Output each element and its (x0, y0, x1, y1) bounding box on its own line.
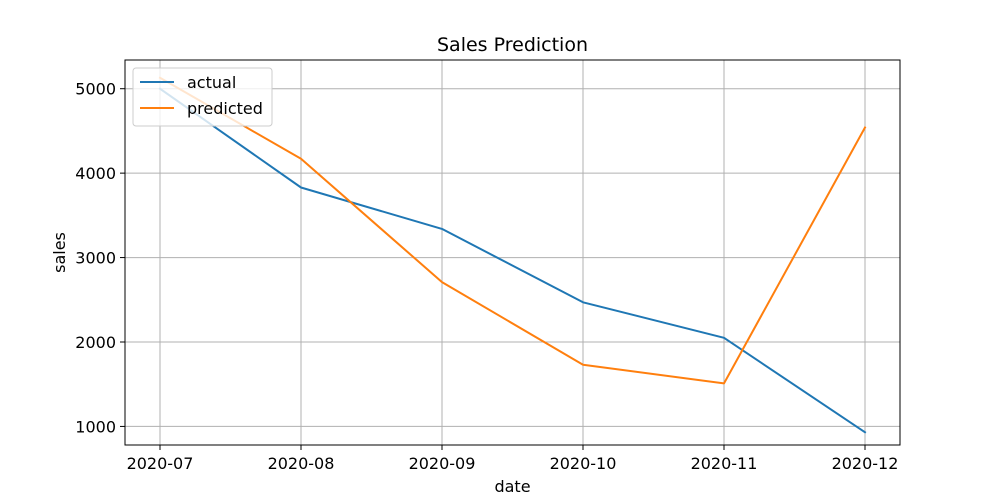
y-tick-label: 2000 (75, 333, 116, 352)
series-line-predicted (158, 76, 867, 385)
y-axis-label: sales (50, 232, 69, 273)
series-line-actual (158, 87, 867, 434)
x-tick-label: 2020-08 (268, 454, 335, 473)
legend-label-actual: actual (187, 73, 236, 92)
legend: actual predicted (132, 67, 273, 127)
x-tick-label: 2020-11 (691, 454, 758, 473)
x-tick-label: 2020-12 (832, 454, 899, 473)
grid (125, 60, 900, 445)
y-tick-label: 3000 (75, 249, 116, 268)
x-tick-label: 2020-07 (127, 454, 194, 473)
x-tick-label: 2020-10 (550, 454, 617, 473)
legend-label-predicted: predicted (187, 99, 263, 118)
chart-title: Sales Prediction (437, 34, 588, 56)
y-tick-label: 4000 (75, 164, 116, 183)
x-tick-label: 2020-09 (409, 454, 476, 473)
y-tick-label: 5000 (75, 80, 116, 99)
axis-ticks: 2020-07 2020-08 2020-09 2020-10 2020-11 2020-… (75, 80, 898, 473)
y-tick-label: 1000 (75, 417, 116, 436)
plot-frame (124, 59, 901, 446)
series-lines (158, 76, 867, 434)
x-axis-label: date (494, 477, 530, 496)
